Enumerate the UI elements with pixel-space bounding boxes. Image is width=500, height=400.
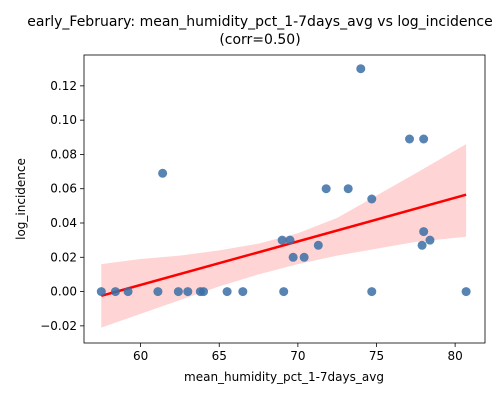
y-tick-label: 0.02 <box>50 250 77 264</box>
confidence-band <box>101 144 467 328</box>
chart-subtitle: (corr=0.50) <box>219 32 300 48</box>
scatter-point <box>158 168 168 178</box>
x-tick-label: 60 <box>133 349 148 363</box>
x-tick-label: 75 <box>369 349 384 363</box>
axes-layer: 60 65 70 75 80 −0.02 0.00 0.02 0.04 0.06 0.08 0.10 0… <box>40 54 486 363</box>
y-tick-label: 0.06 <box>50 182 77 196</box>
confidence-band-layer <box>101 144 467 328</box>
regression-line <box>100 193 467 298</box>
scatter-point <box>313 240 323 250</box>
scatter-point <box>419 134 429 144</box>
regression-line-layer <box>100 193 467 298</box>
y-axis-label: log_incidence <box>14 158 28 240</box>
scatter-point <box>288 252 298 262</box>
scatter-point <box>425 235 435 245</box>
scatter-point <box>321 184 331 194</box>
scatter-point <box>123 287 133 297</box>
y-tick-label: 0.08 <box>50 147 77 161</box>
y-tick-label: 0.00 <box>50 285 77 299</box>
x-tick-label: 65 <box>212 349 227 363</box>
scatter-point <box>285 235 295 245</box>
scatter-point <box>299 252 309 262</box>
scatter-point <box>356 64 366 74</box>
y-tick-label: −0.02 <box>40 319 77 333</box>
y-tick-label: 0.04 <box>50 216 77 230</box>
scatter-point <box>277 235 287 245</box>
x-axis-label: mean_humidity_pct_1-7days_avg <box>184 370 384 384</box>
scatter-point <box>153 287 163 297</box>
scatter-point <box>222 287 232 297</box>
scatter-point <box>110 287 120 297</box>
y-tick-label: 0.12 <box>50 79 77 93</box>
scatter-point <box>417 240 427 250</box>
x-tick-label: 80 <box>447 349 462 363</box>
x-tick-label: 70 <box>290 349 305 363</box>
scatter-point <box>173 287 183 297</box>
y-tick-label: 0.10 <box>50 113 77 127</box>
scatter-point <box>96 287 106 297</box>
scatter-point <box>343 184 353 194</box>
plot-frame <box>83 54 486 344</box>
scatter-point <box>183 287 193 297</box>
chart-title: early_February: mean_humidity_pct_1-7day… <box>27 14 492 30</box>
scatter-point <box>279 287 289 297</box>
scatter-points-layer <box>96 64 471 297</box>
scatter-point <box>367 287 377 297</box>
scatter-point <box>367 194 377 204</box>
scatter-point <box>405 134 415 144</box>
scatter-point <box>199 287 209 297</box>
scatter-point <box>238 287 248 297</box>
scatter-point <box>419 227 429 237</box>
scatter-point <box>461 287 471 297</box>
